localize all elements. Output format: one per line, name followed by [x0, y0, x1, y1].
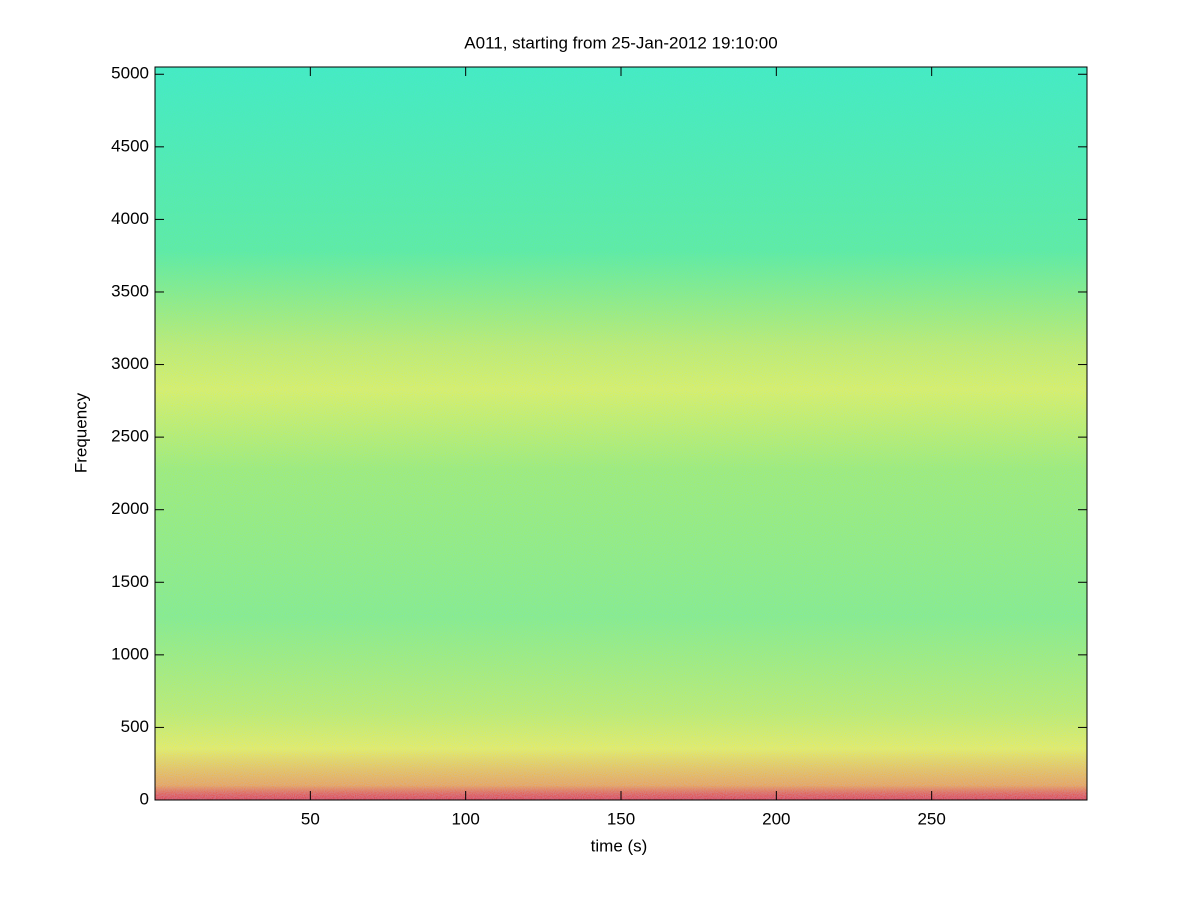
x-tick-label: 250 — [917, 809, 945, 828]
x-tick-label: 50 — [301, 809, 320, 828]
y-tick-label: 4500 — [111, 136, 149, 155]
y-tick-label: 2500 — [111, 427, 149, 446]
y-tick-label: 500 — [121, 717, 149, 736]
x-tick-label: 150 — [607, 809, 635, 828]
y-axis-label: Frequency — [71, 392, 90, 473]
y-tick-label: 3500 — [111, 281, 149, 300]
spectrogram-image — [155, 67, 1087, 800]
x-axis-label: time (s) — [591, 836, 648, 855]
chart-title: A011, starting from 25-Jan-2012 19:10:00 — [464, 33, 777, 52]
y-tick-label: 3000 — [111, 354, 149, 373]
x-tick-label: 100 — [451, 809, 479, 828]
y-tick-label: 5000 — [111, 64, 149, 83]
y-tick-label: 1500 — [111, 572, 149, 591]
y-tick-label: 1000 — [111, 644, 149, 663]
y-tick-label: 2000 — [111, 499, 149, 518]
y-tick-label: 4000 — [111, 209, 149, 228]
x-tick-label: 200 — [762, 809, 790, 828]
y-tick-label: 0 — [140, 789, 149, 808]
